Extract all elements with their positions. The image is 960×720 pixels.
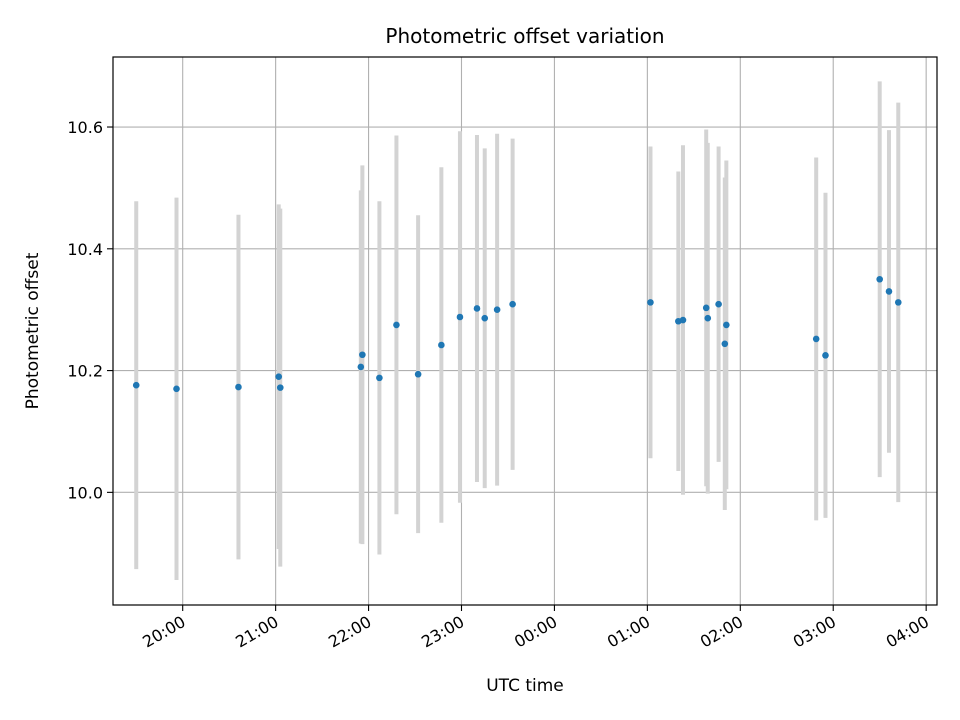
data-point bbox=[438, 341, 445, 349]
data-point bbox=[702, 304, 710, 312]
x-axis-label: UTC time bbox=[486, 676, 564, 696]
data-point bbox=[481, 314, 489, 322]
data-point bbox=[173, 385, 180, 393]
y-tick-label: 10.6 bbox=[67, 118, 103, 137]
data-point bbox=[414, 370, 422, 378]
y-tick-label: 10.2 bbox=[67, 362, 103, 381]
data-points bbox=[132, 275, 902, 393]
data-point bbox=[822, 352, 829, 359]
data-point bbox=[357, 363, 365, 371]
data-point bbox=[359, 351, 366, 359]
data-point bbox=[812, 335, 820, 343]
data-point bbox=[647, 299, 654, 306]
data-point bbox=[876, 275, 883, 283]
grid bbox=[113, 57, 937, 605]
plot-frame bbox=[112, 56, 938, 606]
data-point bbox=[275, 373, 283, 380]
y-tick-label: 10.4 bbox=[67, 240, 103, 259]
data-point bbox=[493, 306, 501, 313]
data-point bbox=[456, 313, 464, 321]
data-point bbox=[894, 299, 902, 306]
chart-title: Photometric offset variation bbox=[385, 24, 664, 48]
data-point bbox=[721, 340, 729, 348]
data-point bbox=[393, 321, 400, 329]
data-point bbox=[885, 288, 893, 295]
data-point bbox=[723, 321, 730, 329]
y-axis: 10.0 10.2 10.4 10.6 bbox=[67, 118, 113, 502]
data-point bbox=[679, 316, 687, 324]
data-point bbox=[376, 374, 383, 382]
y-tick-label: 10.0 bbox=[67, 483, 103, 502]
data-point bbox=[509, 300, 516, 308]
data-point bbox=[276, 384, 284, 391]
data-point bbox=[473, 305, 481, 312]
data-point bbox=[235, 383, 242, 391]
y-axis-label: Photometric offset bbox=[23, 252, 43, 409]
data-point bbox=[715, 300, 722, 308]
data-point bbox=[132, 381, 140, 389]
data-point bbox=[704, 314, 712, 322]
